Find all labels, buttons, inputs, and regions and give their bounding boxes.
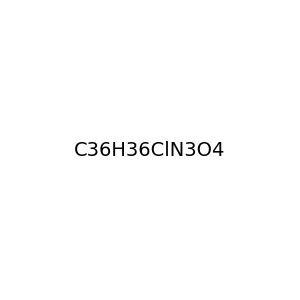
Text: C36H36ClN3O4: C36H36ClN3O4	[74, 140, 226, 160]
